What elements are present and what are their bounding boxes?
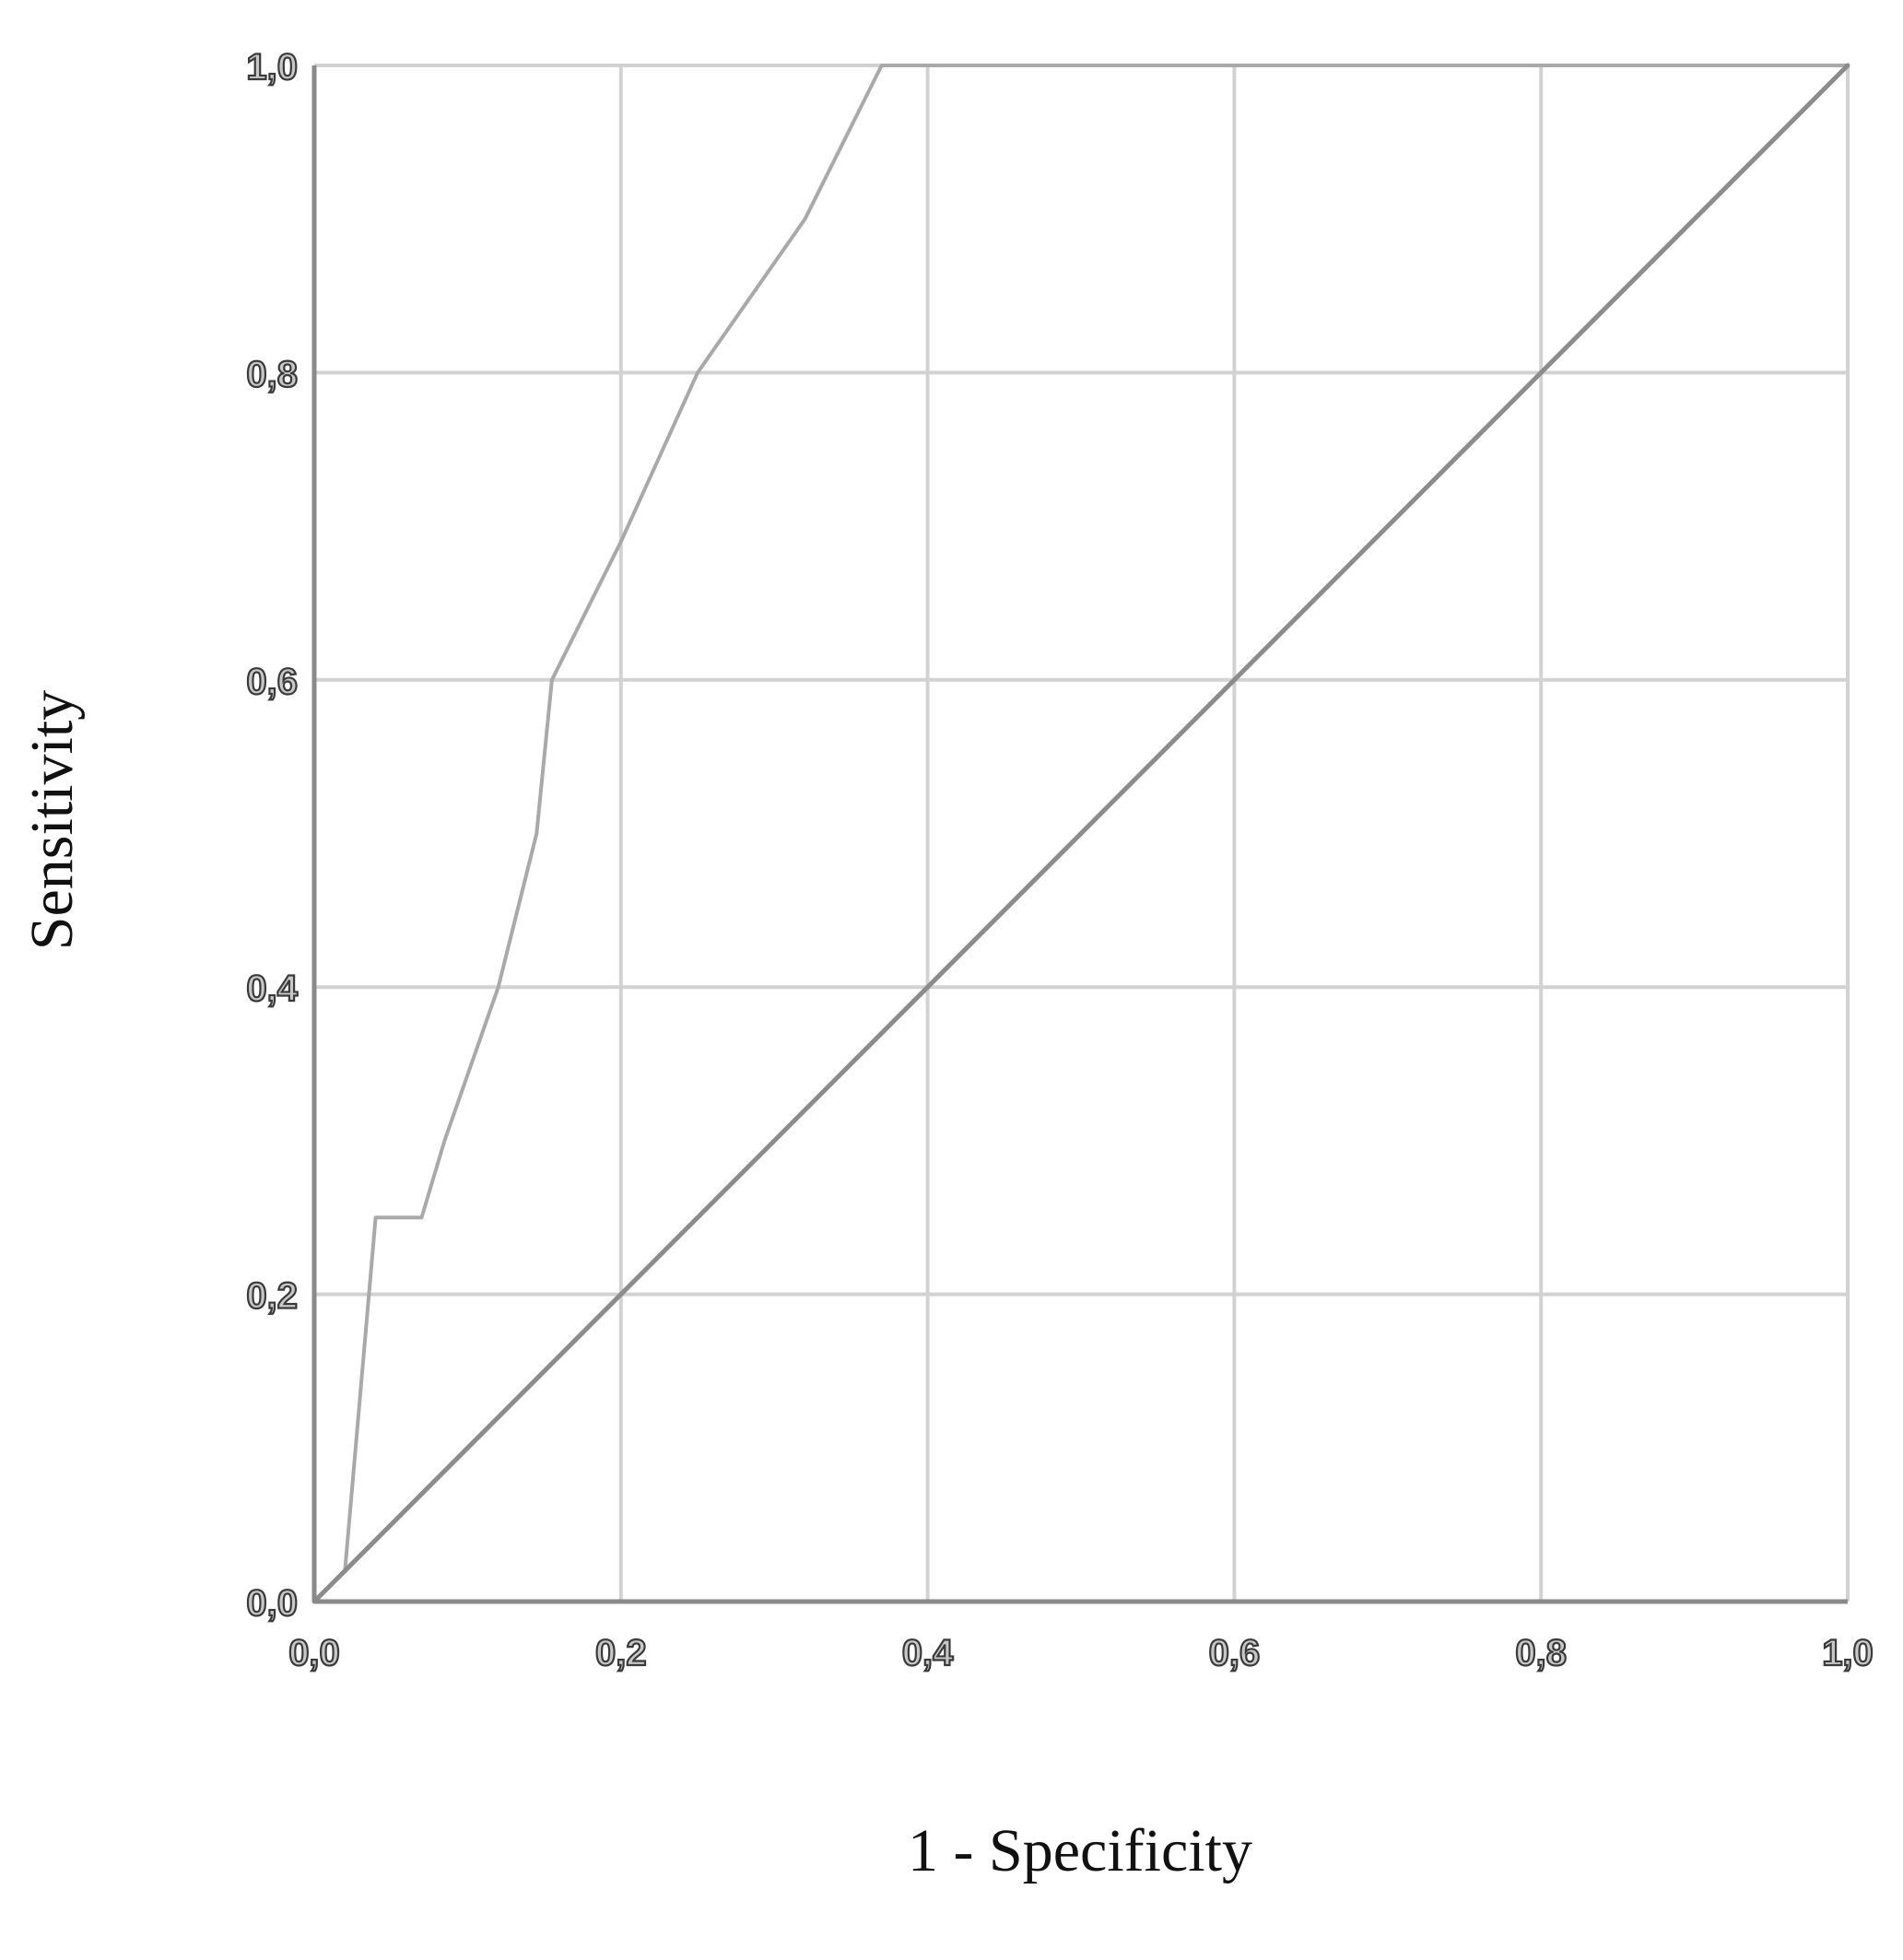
x-tick-label: 0,6 (1209, 1633, 1261, 1673)
reference-diagonal-line (311, 63, 1850, 1604)
y-tick-labels: 0,0 0,2 0,4 0,6 0,8 1,0 (245, 46, 300, 1625)
plot-frame (311, 65, 1848, 1604)
x-tick-label: 0,8 (1515, 1633, 1567, 1673)
x-tick-label: 1,0 (1822, 1633, 1874, 1673)
series-layer (311, 63, 1850, 1604)
x-tick-label: 0,4 (902, 1633, 954, 1673)
x-tick-label: 0,2 (595, 1633, 647, 1673)
gridlines (312, 64, 1850, 1603)
roc-curve-line (312, 64, 1850, 1603)
x-axis-title: 1 - Specificity (908, 1817, 1252, 1884)
x-tick-labels: 0,0 0,2 0,4 0,6 0,8 1,0 (288, 1632, 1874, 1674)
y-tick-label: 0,8 (246, 354, 298, 394)
y-tick-label: 0,2 (246, 1276, 298, 1317)
y-axis-title: Sensitivity (18, 690, 86, 950)
y-tick-label: 0,4 (246, 968, 298, 1009)
y-tick-label: 0,6 (246, 662, 298, 702)
y-tick-label: 1,0 (246, 47, 298, 88)
y-tick-label: 0,0 (246, 1583, 298, 1624)
x-tick-label: 0,0 (288, 1633, 340, 1673)
